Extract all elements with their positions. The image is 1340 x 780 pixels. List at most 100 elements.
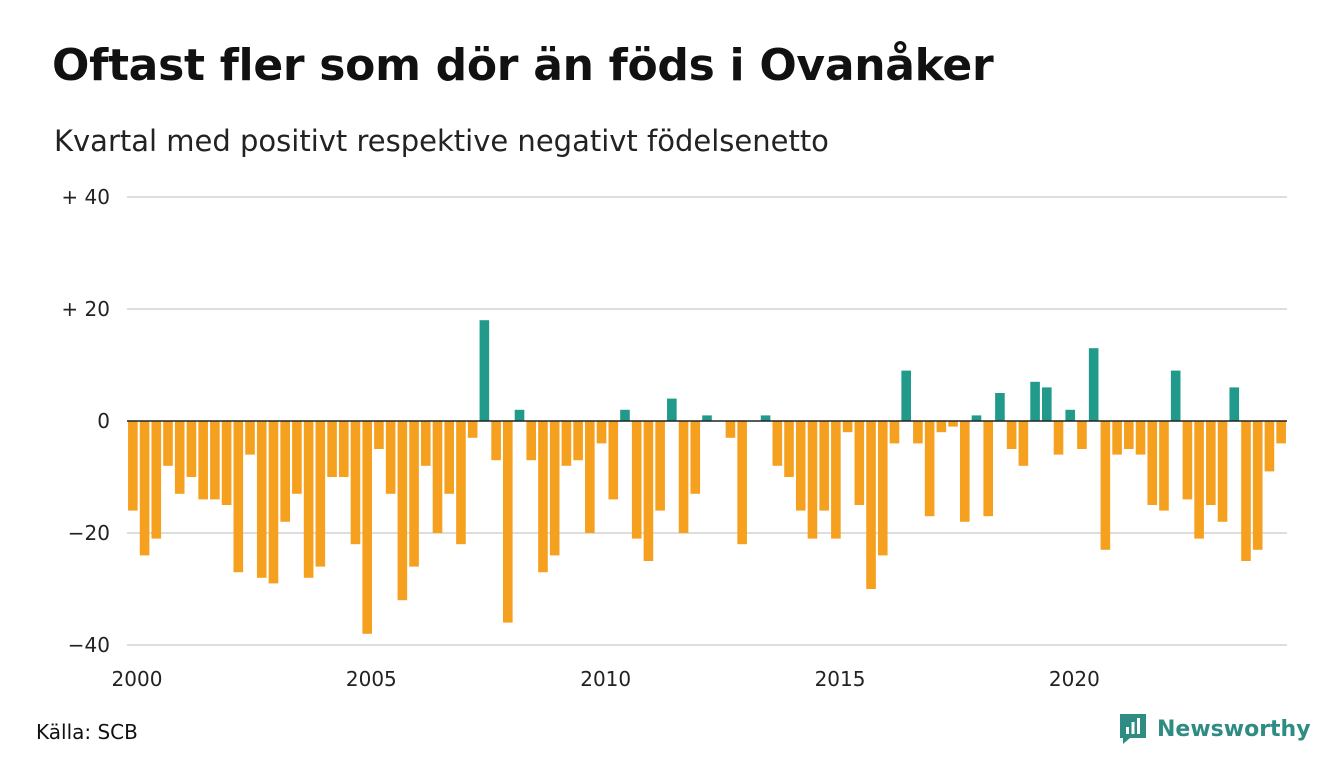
bar-negative: [280, 421, 290, 522]
bar-positive: [1041, 387, 1052, 421]
bar-positive: [1229, 387, 1240, 421]
bar-negative: [948, 421, 958, 427]
bar-negative: [585, 421, 595, 533]
bar-negative: [1112, 421, 1122, 455]
bar-negative: [491, 421, 501, 461]
bar-negative: [1159, 421, 1169, 511]
bar-negative: [549, 421, 560, 556]
x-tick-label: 2020: [1049, 667, 1100, 691]
bars: [127, 320, 1287, 634]
bar-negative: [1135, 421, 1146, 455]
bar-negative: [1018, 421, 1029, 466]
bar-negative: [772, 421, 783, 466]
bar-negative: [854, 421, 865, 505]
bar-negative: [1100, 421, 1111, 550]
bar-negative: [1124, 421, 1134, 449]
bar-negative: [303, 421, 314, 578]
bar-negative: [210, 421, 220, 500]
y-tick-label: + 20: [61, 297, 110, 321]
bar-negative: [1006, 421, 1017, 449]
bar-positive: [620, 409, 630, 421]
bar-negative: [327, 421, 337, 477]
bar-negative: [1241, 421, 1251, 561]
brand-name: Newsworthy: [1157, 716, 1311, 742]
bar-negative: [456, 421, 466, 545]
bar-positive: [667, 398, 677, 421]
bar-negative: [292, 421, 302, 494]
bar-negative: [795, 421, 806, 511]
chart-subtitle: Kvartal med positivt respektive negativt…: [54, 124, 829, 158]
newsworthy-brand[interactable]: Newsworthy: [1118, 712, 1311, 746]
bar-positive: [1065, 409, 1076, 421]
bar-negative: [737, 421, 747, 545]
bar-negative: [831, 421, 841, 539]
bar-negative: [1217, 421, 1228, 522]
bar-negative: [561, 421, 572, 466]
x-tick-label: 2000: [112, 667, 163, 691]
x-tick-label: 2005: [346, 667, 397, 691]
bar-negative: [819, 421, 829, 511]
bar-negative: [139, 421, 150, 556]
y-tick-label: 0: [97, 409, 110, 433]
bar-negative: [1077, 421, 1087, 449]
bar-negative: [538, 421, 548, 573]
bar-negative: [128, 421, 138, 511]
source-note: Källa: SCB: [36, 720, 138, 744]
bar-negative: [198, 421, 208, 500]
bar-negative: [877, 421, 888, 556]
bar-positive: [971, 415, 982, 421]
bar-negative: [151, 421, 162, 539]
bar-negative: [1182, 421, 1193, 500]
bar-positive: [479, 320, 490, 421]
y-tick-label: −20: [68, 521, 110, 545]
bar-negative: [338, 421, 349, 477]
bar-positive: [1088, 348, 1099, 421]
bar-negative: [573, 421, 583, 461]
bar-negative: [526, 421, 537, 461]
bar-negative: [221, 421, 232, 505]
bar-negative: [807, 421, 818, 539]
bar-negative: [397, 421, 408, 601]
y-tick-label: + 40: [61, 185, 110, 209]
bar-negative: [959, 421, 970, 522]
bar-negative: [631, 421, 642, 539]
bar-positive: [514, 409, 525, 421]
bar-negative: [784, 421, 794, 477]
bar-positive: [1170, 370, 1181, 421]
bar-negative: [936, 421, 947, 433]
bar-negative: [866, 421, 876, 589]
bar-negative: [1147, 421, 1158, 505]
bar-negative: [385, 421, 396, 494]
bar-positive: [1030, 381, 1040, 421]
bar-negative: [409, 421, 419, 567]
bar-negative: [362, 421, 373, 634]
newsworthy-logo-icon: [1120, 714, 1146, 744]
bar-negative: [444, 421, 455, 494]
bar-negative: [678, 421, 689, 533]
x-axis-tick-labels: 2000 2005 2010 2015 2020: [112, 667, 1100, 691]
bar-negative: [432, 421, 443, 533]
bar-negative: [1206, 421, 1216, 505]
bar-negative: [913, 421, 923, 444]
bar-negative: [467, 421, 478, 438]
bar-negative: [725, 421, 736, 438]
bar-positive: [702, 415, 712, 421]
bar-negative: [1276, 421, 1286, 444]
bar-negative: [643, 421, 654, 561]
bar-negative: [256, 421, 267, 578]
bar-negative: [1252, 421, 1263, 550]
y-tick-label: −40: [68, 633, 110, 657]
bar-positive: [760, 415, 771, 421]
bar-negative: [842, 421, 853, 433]
bar-negative: [608, 421, 619, 500]
bar-negative: [186, 421, 197, 477]
chart-title: Oftast fler som dör än föds i Ovanåker: [52, 40, 994, 91]
bar-negative: [163, 421, 173, 466]
bar-negative: [889, 421, 900, 444]
grid-lines: [127, 196, 1287, 646]
bar-negative: [924, 421, 935, 517]
bar-negative: [268, 421, 279, 584]
bar-negative: [245, 421, 255, 455]
bar-negative: [690, 421, 701, 494]
bar-chart: + 40 + 20 0 −20 −40 2000 2005 2010 2015 2020: [61, 185, 1287, 691]
